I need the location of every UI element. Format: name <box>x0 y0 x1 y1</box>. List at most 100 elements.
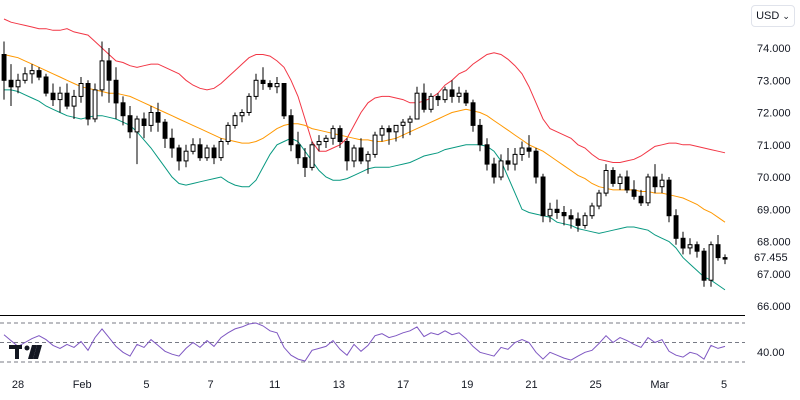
rsi-axis-tick: 40.00 <box>757 347 785 359</box>
last-price-label: 67.455 <box>752 250 790 266</box>
candle <box>71 89 77 119</box>
bollinger-basis <box>3 54 726 223</box>
candle <box>358 138 364 165</box>
candle-body <box>29 70 35 75</box>
candle <box>218 138 224 161</box>
candle-body <box>176 147 182 162</box>
candle-body <box>491 163 497 178</box>
candle-body <box>666 179 672 217</box>
candle <box>267 80 273 90</box>
candle <box>554 199 560 219</box>
candle-body <box>50 92 56 101</box>
candle <box>197 138 203 161</box>
candle <box>498 154 504 181</box>
candle-body <box>183 150 189 162</box>
candle-body <box>358 147 364 162</box>
candle-body <box>43 76 49 94</box>
price-panel: 74.000 73.000 72.000 71.000 70.000 69.000 68.0… <box>1 18 791 313</box>
candle-body <box>407 118 413 123</box>
candle <box>596 189 602 210</box>
candle-body <box>232 115 238 126</box>
candle-body <box>253 79 259 97</box>
candle-body <box>197 144 203 159</box>
candle-body <box>589 205 595 217</box>
time-axis-tick: 17 <box>397 379 409 391</box>
candle <box>302 148 308 177</box>
candle-body <box>309 144 315 168</box>
time-axis-tick: Feb <box>73 379 92 391</box>
candle <box>603 164 609 197</box>
candle <box>673 209 679 245</box>
candle-body <box>659 179 665 188</box>
bollinger-upper-band <box>3 18 726 163</box>
candle-body <box>127 115 133 133</box>
candle <box>99 41 105 97</box>
candle <box>421 83 427 113</box>
candle <box>274 77 280 94</box>
candle <box>50 83 56 106</box>
candle-body <box>218 141 224 159</box>
candle-body <box>64 92 70 107</box>
candle <box>456 86 462 103</box>
candle <box>8 64 14 106</box>
candle-body <box>393 124 399 133</box>
candle <box>253 73 259 100</box>
time-axis-tick: Mar <box>650 379 669 391</box>
candle <box>344 138 350 171</box>
candle-body <box>386 128 392 133</box>
candle-body <box>260 79 266 85</box>
candle <box>92 83 98 123</box>
candle-body <box>36 70 42 78</box>
candle-body <box>596 192 602 207</box>
candle <box>1 41 7 100</box>
candle <box>477 119 483 152</box>
candle-body <box>561 212 567 217</box>
candle <box>85 80 91 126</box>
currency-selector[interactable]: USD ⌄ <box>751 5 795 27</box>
candle-body <box>638 195 644 204</box>
time-axis-tick: 11 <box>269 379 280 391</box>
candle <box>575 212 581 232</box>
candle <box>372 131 378 158</box>
candle-body <box>617 176 623 184</box>
candle <box>561 206 567 226</box>
candle-body <box>1 54 7 81</box>
candle <box>491 157 497 184</box>
candle <box>29 64 35 84</box>
candle-body <box>498 160 504 178</box>
candle-body <box>155 112 161 123</box>
candle-body <box>99 60 105 91</box>
candle <box>659 173 665 194</box>
candle <box>722 254 728 265</box>
candle <box>43 73 49 97</box>
candle-body <box>687 244 693 249</box>
candle <box>708 241 714 287</box>
candle-body <box>22 73 28 81</box>
candle-body <box>540 176 546 217</box>
candle <box>687 238 693 255</box>
candle-body <box>568 215 574 220</box>
candle-body <box>505 160 511 165</box>
candle-body <box>316 141 322 146</box>
price-axis-tick: 66.000 <box>757 301 791 313</box>
candle-body <box>526 147 532 152</box>
rsi-panel: 40.00 <box>0 322 785 363</box>
time-axis-tick: 25 <box>589 379 601 391</box>
candle <box>652 164 658 194</box>
candle-body <box>554 208 560 214</box>
candle <box>141 112 147 139</box>
candle-body <box>204 147 210 159</box>
candle-body <box>365 153 371 162</box>
time-axis-tick: 7 <box>207 379 213 391</box>
candle-body <box>57 92 63 101</box>
rsi-level-lines <box>0 322 745 363</box>
candle <box>631 180 637 200</box>
candle-body <box>281 83 287 117</box>
candle <box>225 122 231 145</box>
candle <box>351 144 357 168</box>
candle-body <box>113 79 119 104</box>
candle <box>162 119 168 148</box>
time-axis-tick: 19 <box>461 379 473 391</box>
candle-body <box>92 89 98 120</box>
